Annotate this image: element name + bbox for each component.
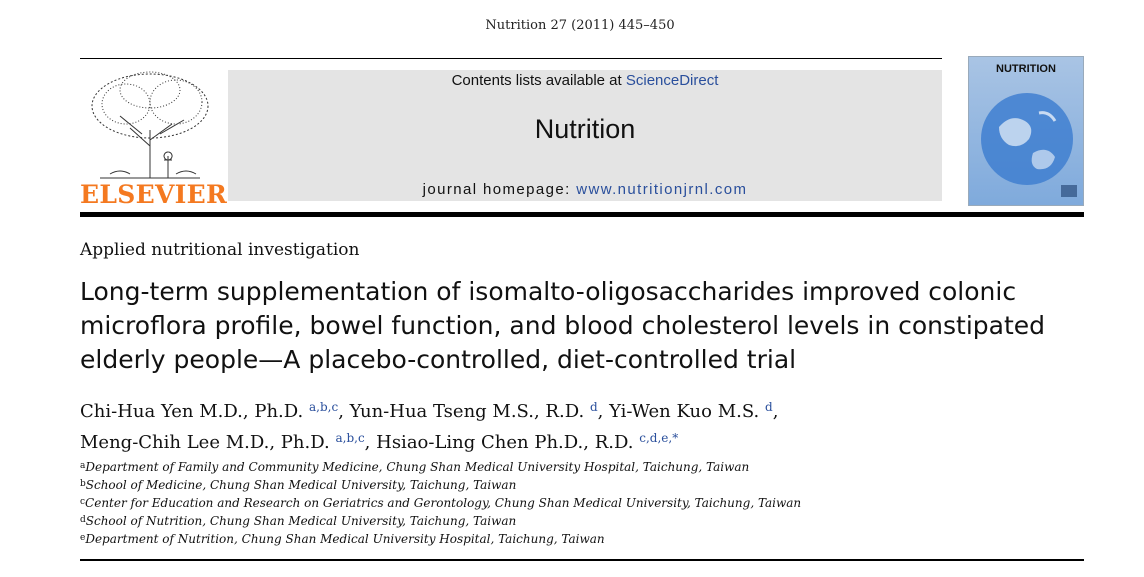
author-name[interactable]: Yi-Wen Kuo M.S. (609, 401, 760, 422)
affiliation-key: c (80, 497, 86, 507)
affiliation-key: a (80, 461, 86, 471)
homepage-link[interactable]: www.nutritionjrnl.com (576, 181, 748, 198)
affiliation-text: Department of Nutrition, Chung Shan Medi… (85, 532, 605, 546)
affiliation-list: aDepartment of Family and Community Medi… (80, 458, 1080, 548)
affiliation-key: b (80, 479, 86, 489)
masthead-rule (80, 212, 1084, 217)
affiliation-text: School of Medicine, Chung Shan Medical U… (85, 478, 517, 492)
header-rule (80, 58, 942, 59)
author-name[interactable]: Meng-Chih Lee M.D., Ph.D. (80, 432, 330, 453)
journal-cover[interactable]: NUTRITION (968, 56, 1084, 206)
author-name[interactable]: Chi-Hua Yen M.D., Ph.D. (80, 401, 304, 422)
affiliation-text: School of Nutrition, Chung Shan Medical … (85, 514, 517, 528)
article-title: Long-term supplementation of isomalto-ol… (80, 277, 1046, 374)
author-affiliation-ref[interactable]: a,b,c (309, 400, 339, 414)
cover-title: NUTRITION (996, 63, 1056, 75)
author-name[interactable]: Yun-Hua Tseng M.S., R.D. (349, 401, 585, 422)
author-affiliation-ref[interactable]: a,b,c (335, 431, 365, 445)
journal-citation: Nutrition 27 (2011) 445–450 (485, 18, 675, 33)
affiliation-item: cCenter for Education and Research on Ge… (80, 494, 1080, 512)
affiliation-item: aDepartment of Family and Community Medi… (80, 458, 1080, 476)
author-affiliation-ref[interactable]: d (765, 400, 773, 414)
contents-line: Contents lists available at ScienceDirec… (228, 72, 942, 89)
tree-of-knowledge-icon (91, 71, 209, 179)
author-separator: , (338, 401, 350, 422)
affiliation-item: dSchool of Nutrition, Chung Shan Medical… (80, 512, 1080, 530)
affiliation-text: Center for Education and Research on Ger… (85, 496, 802, 510)
elsevier-logo[interactable] (80, 68, 220, 208)
author-list: Chi-Hua Yen M.D., Ph.D. a,b,c, Yun-Hua T… (80, 394, 1080, 456)
homepage-line: journal homepage: www.nutritionjrnl.com (228, 181, 942, 198)
affiliation-key: d (80, 515, 86, 525)
footer-rule (80, 559, 1084, 561)
contents-prefix: Contents lists available at (451, 72, 626, 89)
affiliation-item: bSchool of Medicine, Chung Shan Medical … (80, 476, 1080, 494)
sciencedirect-link[interactable]: ScienceDirect (625, 72, 719, 89)
author-separator: , (597, 401, 610, 422)
author-name[interactable]: Hsiao-Ling Chen Ph.D., R.D. (376, 432, 634, 453)
homepage-prefix: journal homepage: (422, 181, 577, 198)
publisher-name: ELSEVIER (80, 180, 228, 209)
article-section-label: Applied nutritional investigation (80, 240, 360, 260)
author-separator: , (772, 401, 779, 422)
author-separator: , (364, 432, 377, 453)
earth-globe-icon (981, 93, 1077, 197)
journal-title: Nutrition (534, 114, 636, 144)
author-affiliation-ref[interactable]: d (589, 400, 598, 414)
affiliation-item: eDepartment of Nutrition, Chung Shan Med… (80, 530, 1080, 548)
journal-masthead: Contents lists available at ScienceDirec… (228, 70, 942, 201)
affiliation-key: e (80, 533, 86, 543)
affiliation-text: Department of Family and Community Medic… (85, 460, 750, 474)
author-affiliation-ref[interactable]: c,d,e,* (639, 431, 679, 445)
